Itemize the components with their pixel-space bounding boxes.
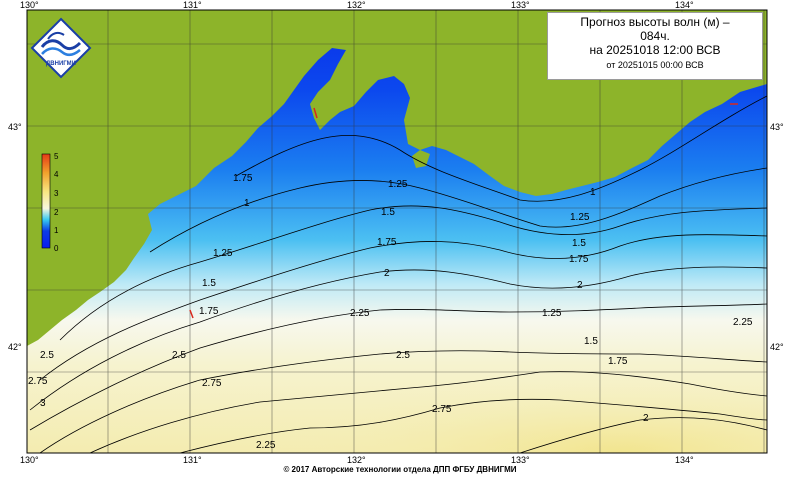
graticule (26, 10, 767, 453)
lon-tick: 133° (511, 455, 530, 465)
contour-label: 1.75 (377, 237, 397, 248)
contour-label: 2 (577, 280, 583, 291)
dvnigmi-logo: ДВНИГМИ (30, 17, 92, 79)
lon-tick: 132° (347, 0, 366, 10)
lon-tick: 133° (511, 0, 530, 10)
lon-tick: 131° (183, 455, 202, 465)
colorbar-label: 4 (54, 170, 59, 179)
copyright-text: © 2017 Авторские технологии отдела ДПП Ф… (283, 465, 517, 474)
colorbar-label: 3 (54, 189, 59, 198)
lat-tick: 43° (8, 122, 22, 132)
contour-label-group: 1.75 1 1.25 1.5 1.75 1.25 1.5 1.75 2 2.2… (28, 173, 753, 451)
lon-ticks-bottom: 130° 131° 132° 133° 134° (20, 455, 694, 465)
contour-label: 1.5 (584, 336, 598, 347)
contour-label: 2.5 (172, 350, 186, 361)
lat-ticks: 43° 42° 43° 42° (8, 122, 784, 352)
lon-tick: 130° (20, 455, 39, 465)
lon-tick: 134° (675, 0, 694, 10)
lat-tick: 42° (770, 342, 784, 352)
contour-label: 1.5 (202, 278, 216, 289)
contour-lines (29, 95, 767, 453)
colorbar-label: 1 (54, 226, 59, 235)
contour-label: 1.25 (388, 179, 408, 190)
contour-label: 2.25 (350, 308, 370, 319)
lon-tick: 130° (20, 0, 39, 10)
contour-label: 1.25 (213, 248, 233, 259)
contour-label: 1.25 (542, 308, 562, 319)
contour-label: 2.75 (28, 376, 48, 387)
contour-label: 1.25 (570, 212, 590, 223)
map-frame (26, 9, 768, 454)
contour-label: 1.75 (199, 306, 219, 317)
land-area (27, 10, 767, 346)
colorbar-scale (41, 153, 51, 249)
title-line-1: Прогноз высоты волн (м) – (580, 15, 730, 29)
contour-label: 2 (643, 413, 649, 424)
logo-text: ДВНИГМИ (46, 61, 76, 67)
colorbar-label: 2 (54, 208, 59, 217)
marker-group (189, 103, 738, 319)
colorbar-label: 0 (54, 244, 59, 253)
contour-label: 2.25 (733, 317, 753, 328)
lon-tick: 131° (183, 0, 202, 10)
title-panel: Прогноз высоты волн (м) – 084ч. на 20251… (547, 12, 763, 80)
contour-label: 2.5 (40, 350, 54, 361)
colorbar: 5 4 3 2 1 0 (41, 152, 59, 253)
title-line-2: 084ч. (640, 29, 670, 43)
contour-label: 1.75 (608, 356, 628, 367)
lon-tick: 132° (347, 455, 366, 465)
marker (189, 309, 194, 319)
contour-label: 2.75 (202, 378, 222, 389)
contour-label: 1 (590, 187, 596, 198)
contour-label: 2.25 (256, 440, 276, 451)
contour-label: 2.75 (432, 404, 452, 415)
contour-label: 2.5 (396, 350, 410, 361)
contour-label: 1.75 (233, 173, 253, 184)
contour-label: 1.5 (572, 238, 586, 249)
contour-label: 1.5 (381, 207, 395, 218)
title-line-4: от 20251015 00:00 ВСВ (606, 60, 704, 70)
contour-label: 2 (384, 268, 390, 279)
title-line-3: на 20251018 12:00 ВСВ (589, 43, 721, 57)
contour-label: 1.75 (569, 254, 589, 265)
wave-logo-icon (30, 17, 92, 79)
lon-ticks-top: 130° 131° 132° 133° 134° (20, 0, 694, 10)
marker (313, 107, 318, 119)
contour-label: 1 (244, 198, 250, 209)
colorbar-label: 5 (54, 152, 59, 161)
contour-label: 3 (40, 398, 46, 409)
lat-tick: 42° (8, 342, 22, 352)
lat-tick: 43° (770, 122, 784, 132)
lon-tick: 134° (675, 455, 694, 465)
